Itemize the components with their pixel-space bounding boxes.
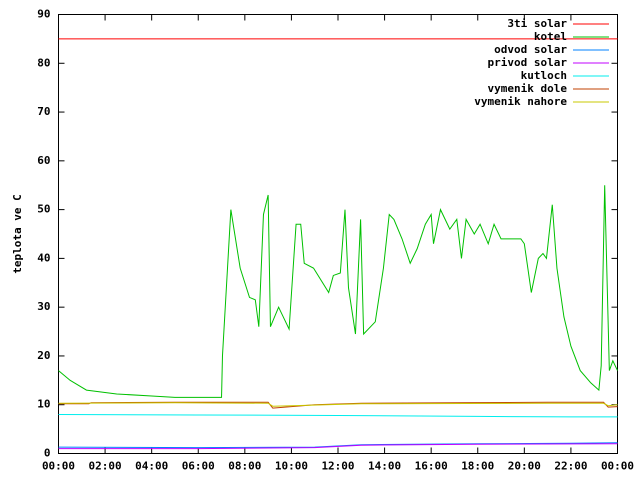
series-line xyxy=(58,185,618,398)
legend-label: privod solar xyxy=(488,56,568,69)
y-tick-label: 80 xyxy=(37,56,50,69)
legend-label: odvod solar xyxy=(494,43,567,56)
x-tick-label: 06:00 xyxy=(182,460,215,473)
y-tick-label: 10 xyxy=(37,398,50,411)
legend-label: kotel xyxy=(534,30,567,43)
y-tick-label: 20 xyxy=(37,349,50,362)
y-tick-label: 90 xyxy=(37,8,50,21)
series-line xyxy=(58,402,618,407)
legend-label: 3ti solar xyxy=(507,17,567,30)
series-line xyxy=(58,413,618,418)
x-tick-label: 00:00 xyxy=(601,460,634,473)
x-tick-label: 08:00 xyxy=(228,460,261,473)
y-tick-label: 30 xyxy=(37,300,50,313)
y-tick-label: 70 xyxy=(37,105,50,118)
y-tick-label: 0 xyxy=(44,447,51,460)
y-axis-label: teplota ve C xyxy=(11,194,24,273)
x-tick-label: 16:00 xyxy=(415,460,448,473)
x-tick-label: 18:00 xyxy=(461,460,494,473)
x-tick-label: 20:00 xyxy=(508,460,541,473)
x-tick-label: 02:00 xyxy=(89,460,122,473)
x-tick-label: 12:00 xyxy=(321,460,354,473)
legend-label: kutloch xyxy=(521,69,567,82)
legend-label: vymenik nahore xyxy=(474,95,567,108)
x-tick-label: 04:00 xyxy=(135,460,168,473)
x-tick-label: 22:00 xyxy=(554,460,587,473)
y-tick-label: 60 xyxy=(37,154,50,167)
x-tick-label: 14:00 xyxy=(368,460,401,473)
series-line xyxy=(58,443,618,450)
x-tick-label: 10:00 xyxy=(275,460,308,473)
y-tick-label: 50 xyxy=(37,203,50,216)
x-tick-label: 00:00 xyxy=(42,460,75,473)
legend-label: vymenik dole xyxy=(488,82,568,95)
y-tick-label: 40 xyxy=(37,251,50,264)
